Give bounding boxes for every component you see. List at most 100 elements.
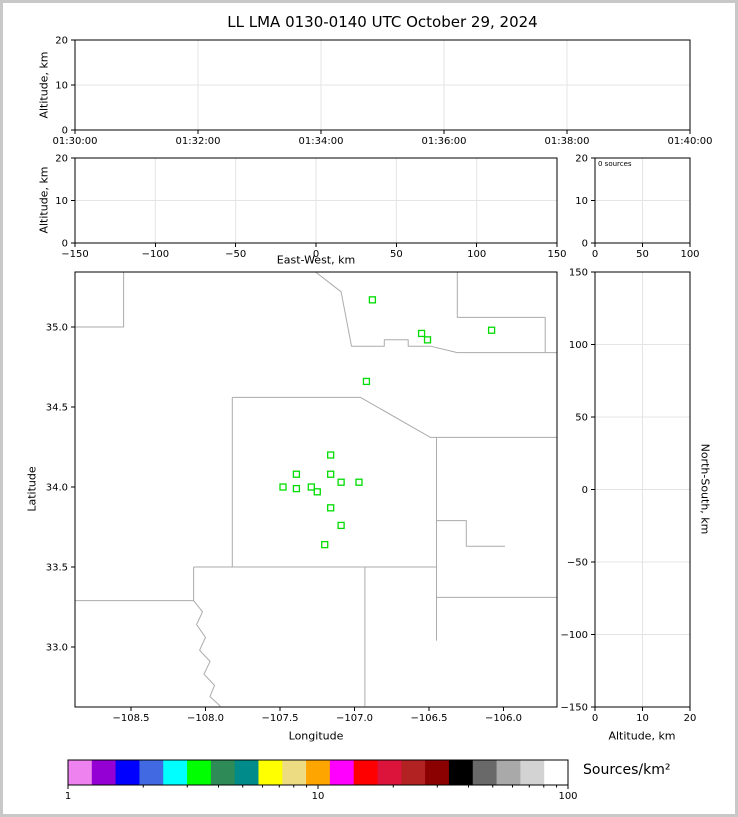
plan_view-y-tick-label: 35.0 (46, 323, 68, 334)
axis-label-longitude: Longitude (288, 729, 344, 743)
colorbar-label: Sources/km² (583, 762, 671, 778)
plan_view-y-tick-label: 34.5 (46, 403, 68, 414)
county-boundary-line (436, 520, 505, 547)
alt_histogram-axes: 0 50 100 0 10 20 (575, 154, 699, 261)
colorbar-segment (187, 760, 212, 785)
colorbar-segment (353, 760, 379, 785)
lma-station-marker (292, 470, 301, 478)
time_height-x-tick-label: 01:30:00 (53, 136, 98, 147)
time_height-x-tick-label: 01:34:00 (299, 136, 344, 147)
plan_view-x-tick-label: −107.5 (262, 713, 299, 724)
lma-station-marker (417, 329, 426, 338)
colorbar-segment (520, 760, 545, 785)
ns_height-y-tick-label: −150 (561, 703, 588, 714)
colorbar-segment (234, 760, 260, 785)
colorbar-tick-label: 1 (65, 791, 71, 802)
plan_view-x-tick-label: −108.0 (187, 713, 224, 724)
colorbar-segment (163, 760, 188, 785)
colorbar-tick-label: 100 (558, 791, 577, 802)
ns_height-y-tick-label: 50 (575, 413, 588, 424)
ew_height-panel-bg (75, 158, 557, 243)
colorbar-segment (282, 760, 307, 785)
time_height-y-tick-label: 20 (55, 36, 68, 47)
plan_view-x-tick-label: −106.0 (485, 713, 522, 724)
lma-station-marker (327, 470, 335, 478)
plan_view-axes: −108.5 −108.0 −107.5 −107.0 −106.5 −106.0 33.0… (46, 271, 558, 724)
ns_height-y-tick-label: 100 (569, 340, 588, 351)
plan_view-x-tick-label: −106.5 (411, 713, 448, 724)
colorbar-segment (115, 760, 141, 785)
axis-label-latitude: Latitude (25, 466, 39, 512)
axis-label-altitude-ew-panel: Altitude, km (37, 166, 51, 234)
ns_height-panel-bg (595, 272, 690, 707)
map-layer (75, 272, 557, 707)
axis-label-north-south: North-South, km (698, 443, 712, 535)
colorbar-segment (448, 760, 474, 785)
plan_view-y-tick-label: 34.0 (46, 483, 68, 494)
lma-station-marker (368, 296, 377, 304)
axis-label-altitude-ns-panel: Altitude, km (608, 729, 676, 743)
ns_height-y-tick-label: 0 (582, 485, 588, 496)
plan_view-panel-bg (75, 272, 557, 707)
time_height-x-tick-label: 01:38:00 (545, 136, 590, 147)
time_height-y-tick-label: 10 (55, 81, 68, 92)
ew_height-x-tick-label: 150 (547, 249, 566, 260)
lma-station-marker (362, 377, 371, 386)
county-boundary-line (456, 272, 546, 353)
ns_height-axes: 0 10 20 −150 −100 −50 0 50 100 150 (561, 268, 697, 725)
lma-station-marker (355, 478, 363, 486)
alt_histogram-panel-bg (595, 158, 690, 243)
ns_height-x-tick-label: 20 (684, 713, 697, 724)
ew_height-x-tick-label: −50 (225, 249, 246, 260)
axis-label-altitude-time-panel: Altitude, km (37, 51, 51, 119)
alt_histogram-x-tick-label: 100 (680, 249, 699, 260)
lma-station-marker (321, 540, 329, 549)
alt_histogram-x-tick-label: 50 (636, 249, 649, 260)
ns_height-x-tick-label: 0 (592, 713, 598, 724)
lma-station-marker (307, 483, 315, 491)
ew_height-x-tick-label: −150 (61, 249, 88, 260)
lma-station-marker (487, 326, 496, 334)
county-boundary-line (232, 396, 557, 438)
ns_height-y-tick-label: −100 (561, 630, 588, 641)
ns_height-y-tick-label: −50 (567, 558, 588, 569)
county-boundary-line (193, 567, 221, 707)
time_height-y-tick-label: 0 (62, 126, 68, 137)
lma-station-marker (313, 488, 321, 496)
county-boundary-line (430, 345, 557, 354)
colorbar-segment (258, 760, 283, 785)
time_height-x-tick-label: 01:36:00 (422, 136, 467, 147)
colorbar-segment (329, 760, 355, 785)
time_height-x-tick-label: 01:32:00 (176, 136, 221, 147)
ew_height-x-tick-label: 0 (313, 249, 319, 260)
ew_height-y-tick-label: 0 (62, 239, 68, 250)
alt_histogram-y-tick-label: 20 (575, 154, 588, 165)
plot-title: LL LMA 0130-0140 UTC October 29, 2024 (227, 13, 538, 31)
lma-station-marker (327, 504, 335, 512)
time_height-axes: 01:30:00 01:32:00 01:34:00 01:36:00 01:38:00… (53, 36, 713, 148)
ew_height-x-tick-label: 100 (467, 249, 486, 260)
plan_view-y-tick-label: 33.5 (46, 563, 68, 574)
lma-station-marker (292, 484, 301, 493)
colorbar-segment (210, 760, 236, 785)
colorbar-segment (68, 760, 93, 785)
lma-station-marker (337, 521, 345, 530)
ew_height-axes: −150 −100 −50 0 50 100 150 0 10 20 (55, 154, 566, 261)
time_height-x-tick-label: 01:40:00 (668, 136, 713, 147)
lma-station-marker (337, 478, 345, 486)
colorbar-segment (496, 760, 522, 785)
plan_view-x-tick-label: −107.0 (336, 713, 373, 724)
plan_view-y-tick-label: 33.0 (46, 643, 68, 654)
colorbar-segment (544, 760, 568, 785)
ew_height-y-tick-label: 10 (55, 196, 68, 207)
county-boundary-line (314, 272, 431, 347)
axis-label-east-west: East-West, km (276, 253, 356, 267)
lma-station-marker (423, 336, 432, 344)
plan_view-x-tick-label: −108.5 (113, 713, 150, 724)
colorbar-segment (91, 760, 117, 785)
colorbar-segment (472, 760, 498, 785)
colorbar-segment (401, 760, 426, 785)
colorbar-tick-label: 10 (312, 791, 325, 802)
ew_height-y-tick-label: 20 (55, 154, 68, 165)
